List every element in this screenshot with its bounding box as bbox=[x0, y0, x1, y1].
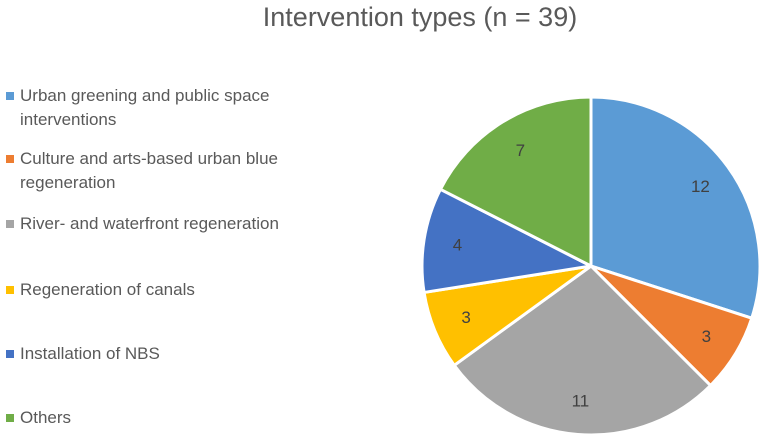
legend-swatch-icon bbox=[6, 414, 14, 422]
legend-item-canals: Regeneration of canals bbox=[6, 278, 195, 302]
legend-item-nbs: Installation of NBS bbox=[6, 342, 160, 366]
pie-slice-nbs bbox=[420, 187, 593, 294]
data-label-river-waterfront: 11 bbox=[572, 391, 590, 410]
pie-slice-river-waterfront bbox=[452, 264, 712, 437]
legend-item-river-waterfront: River- and waterfront regeneration bbox=[6, 212, 279, 236]
legend-label: Regeneration of canals bbox=[20, 280, 195, 299]
legend-item-culture-arts: Culture and arts-based urban blue regene… bbox=[6, 147, 330, 195]
data-label-culture-arts: 3 bbox=[702, 327, 711, 346]
legend-item-urban-greening: Urban greening and public space interven… bbox=[6, 84, 330, 132]
pie-slice-urban-greening bbox=[589, 95, 762, 320]
data-label-others: 7 bbox=[516, 141, 525, 160]
legend-swatch-icon bbox=[6, 92, 14, 100]
legend-swatch-icon bbox=[6, 350, 14, 358]
legend-label: Culture and arts-based urban blue regene… bbox=[20, 149, 278, 192]
legend-swatch-icon bbox=[6, 286, 14, 294]
pie-slice-others bbox=[438, 95, 593, 268]
legend-swatch-icon bbox=[6, 155, 14, 163]
legend-swatch-icon bbox=[6, 220, 14, 228]
legend-label: Others bbox=[20, 408, 72, 427]
legend-label: Installation of NBS bbox=[20, 344, 160, 363]
legend-label: River- and waterfront regeneration bbox=[20, 214, 279, 233]
legend-item-others: Others bbox=[6, 406, 71, 430]
legend-label: Urban greening and public space interven… bbox=[20, 86, 270, 129]
chart-title: Intervention types (n = 39) bbox=[262, 2, 578, 32]
data-label-canals: 3 bbox=[461, 308, 470, 327]
data-label-urban-greening: 12 bbox=[691, 177, 710, 196]
data-label-nbs: 4 bbox=[453, 235, 462, 254]
